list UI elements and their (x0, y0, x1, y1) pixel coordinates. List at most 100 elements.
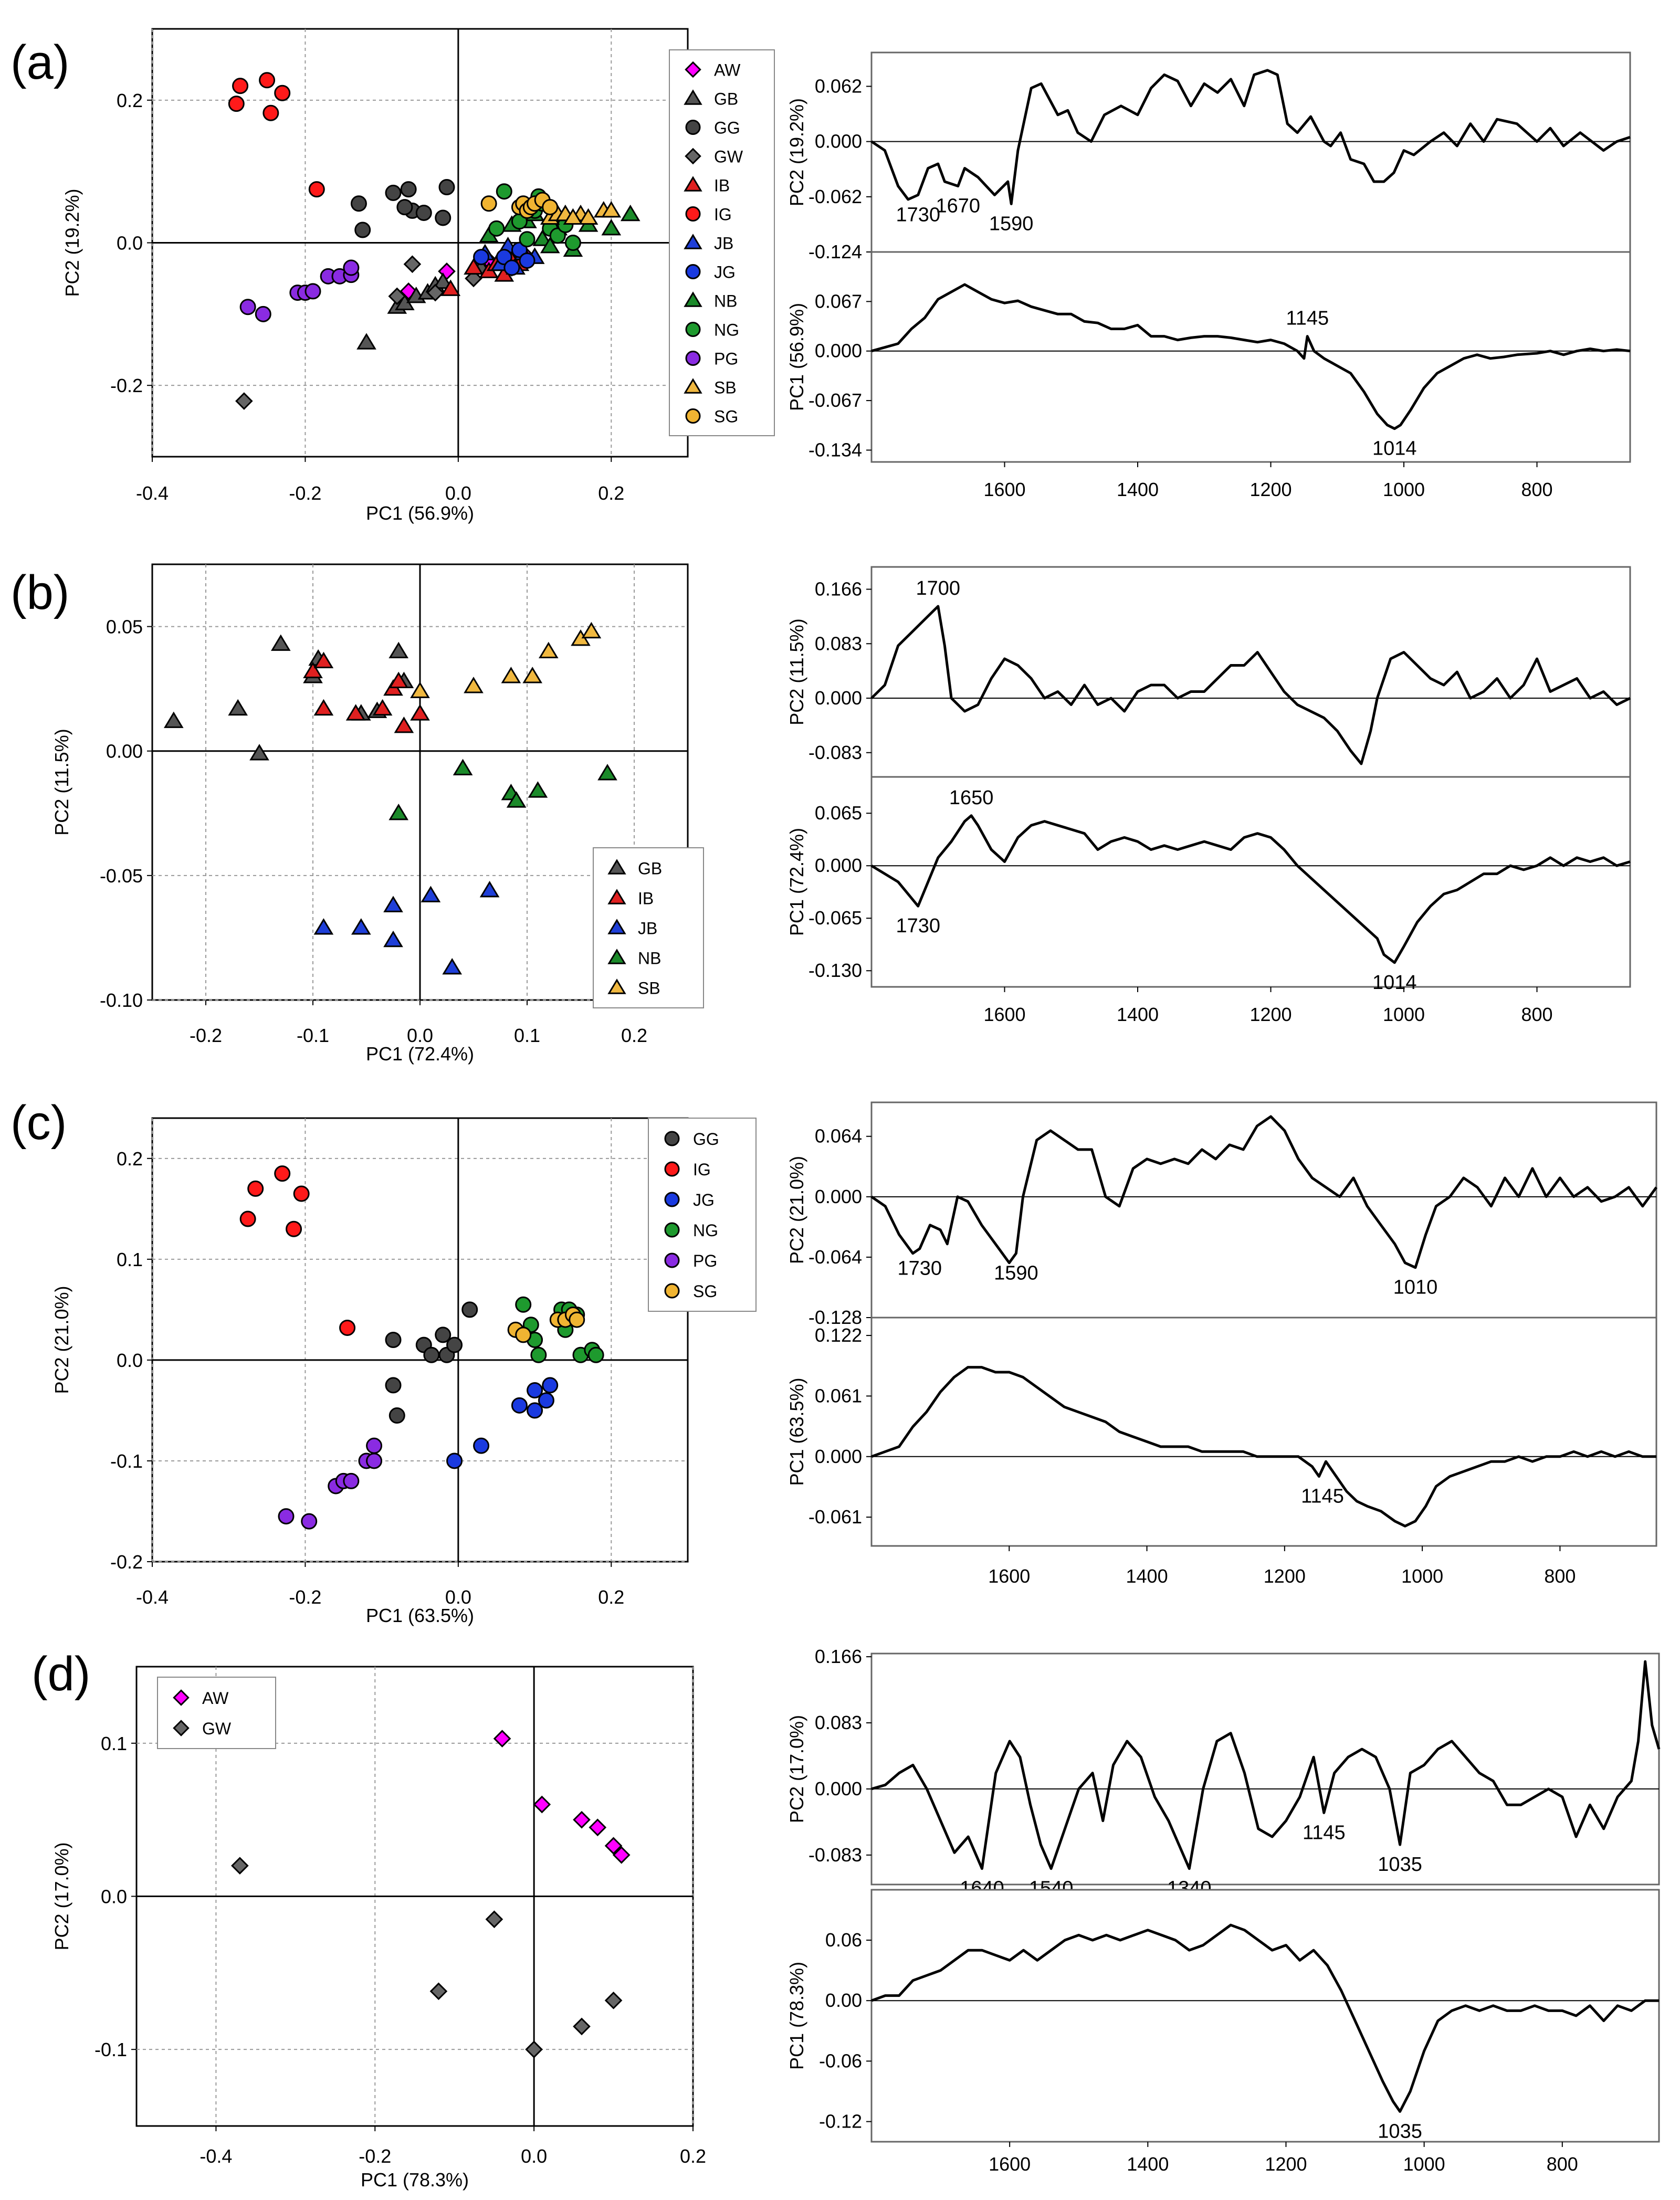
loading-plot-pc1: 0.067 0.000 -0.067 -0.134 PC1 (56.9%) 1145 101… (786, 251, 1631, 500)
plot-frame (870, 1317, 1657, 1547)
series-SG (507, 1306, 585, 1343)
loading-line (871, 1366, 1656, 1528)
panel-label: (c) (10, 1096, 67, 1150)
y-tick-label: -0.05 (100, 865, 143, 887)
loading-line (871, 1923, 1659, 2113)
data-point (480, 195, 497, 212)
data-point (501, 667, 521, 683)
y-tick-label: -0.1 (94, 2039, 127, 2060)
data-point (538, 641, 559, 659)
peak-annotation: 1730 (896, 915, 940, 937)
data-point (533, 1795, 551, 1814)
legend-marker (173, 1720, 190, 1736)
x-tick-label: 1200 (1264, 1565, 1306, 1587)
data-point (506, 791, 527, 808)
legend-marker (607, 919, 626, 934)
y-axis-label: PC2 (19.2%) (786, 98, 807, 206)
series-GW (231, 1857, 623, 2058)
x-tick-label: 1200 (1250, 1004, 1292, 1025)
x-tick-label: 1600 (983, 1004, 1025, 1025)
panel-a: (a) -0.4 -0.2 0.0 0.2 -0.2 0.0 0.2 PC1 (56.9%) PC… (10, 28, 1631, 524)
y-tick-label: 0.000 (815, 855, 862, 876)
data-point (313, 918, 334, 935)
y-tick-label: -0.130 (808, 960, 862, 981)
y-tick-label: -0.062 (808, 186, 862, 207)
y-tick-label: 0.06 (825, 1929, 862, 1951)
legend-label: JB (714, 234, 733, 253)
data-point (274, 85, 291, 101)
y-axis-label: PC1 (78.3%) (786, 1962, 807, 2070)
data-point (403, 255, 422, 273)
x-tick-label: 0.2 (598, 482, 624, 504)
data-point (313, 651, 334, 669)
x-tick-label: 1600 (988, 1565, 1030, 1587)
data-point (493, 1730, 511, 1748)
y-tick-label: 0.166 (815, 1646, 862, 1667)
data-point (400, 282, 417, 300)
data-point (383, 896, 403, 912)
legend-marker (685, 264, 701, 279)
data-point (388, 641, 409, 659)
legend-label: PG (714, 350, 738, 369)
peak-annotation: 1590 (994, 1262, 1038, 1285)
y-tick-label: 0.000 (815, 1186, 862, 1207)
scatter-plot: -0.4 -0.2 0.0 0.2 -0.2 0.0 0.2 PC1 (56.9%) PC2 (… (61, 28, 775, 524)
y-axis-label: PC2 (19.2%) (61, 188, 83, 297)
data-point (542, 199, 559, 216)
data-point (339, 1319, 356, 1336)
data-point (538, 1392, 554, 1409)
series-GG (385, 1301, 478, 1424)
legend-marker (684, 176, 702, 192)
data-point (601, 201, 622, 218)
data-point (410, 704, 430, 721)
data-point (396, 199, 413, 216)
data-point (303, 661, 323, 678)
peak-annotation: 1035 (1378, 1854, 1422, 1876)
data-point (479, 880, 500, 898)
peak-annotation: 1145 (1286, 308, 1329, 330)
data-point (350, 195, 367, 212)
panel-d: (d) -0.4 -0.2 0.0 0.2 0.1 0.0 -0.1 PC1 (78.3%) PC… (32, 1646, 1661, 2191)
data-point (530, 1346, 547, 1363)
data-point (354, 222, 371, 238)
legend-marker (685, 408, 701, 424)
data-point (604, 1992, 623, 2009)
plot-frame (870, 566, 1631, 778)
series-SB (540, 201, 622, 225)
peak-annotation: 1730 (896, 204, 940, 226)
data-point (473, 249, 490, 266)
panel-c: (c) -0.4 -0.2 0.0 0.2 0.2 0.1 0.0 -0.1 -0.2 PC1 (6… (10, 1096, 1658, 1626)
legend-label: NG (714, 321, 739, 340)
y-tick-label: 0.1 (117, 1249, 143, 1270)
legend-marker (685, 61, 701, 78)
legend-label: GG (693, 1130, 719, 1149)
series-JG (446, 1377, 559, 1469)
peak-annotation: 1014 (1372, 438, 1417, 460)
data-point (235, 392, 253, 410)
y-tick-label: -0.134 (808, 439, 862, 460)
data-point (255, 306, 271, 322)
data-point (388, 1407, 405, 1424)
series-AW (493, 1730, 631, 1864)
legend-marker (684, 234, 702, 249)
data-point (270, 634, 291, 651)
legend-label: JG (693, 1191, 715, 1209)
x-tick-label: 0.0 (445, 1586, 471, 1608)
legend-label: AW (202, 1689, 229, 1708)
data-point (429, 1982, 448, 2001)
x-tick-label: 0.1 (514, 1025, 540, 1046)
data-point (601, 219, 622, 236)
y-tick-label: 0.00 (106, 741, 143, 762)
y-tick-label: -0.1 (110, 1450, 143, 1472)
plot-frame (870, 776, 1631, 988)
x-tick-label: 1600 (983, 479, 1025, 500)
legend-label: IG (714, 205, 732, 224)
data-point (604, 1837, 623, 1855)
x-tick-label: -0.4 (136, 1586, 169, 1608)
series-NB (388, 759, 617, 820)
x-tick-label: 1200 (1250, 479, 1292, 500)
legend-marker (664, 1283, 680, 1299)
x-tick-label: 1000 (1383, 479, 1425, 500)
data-point (163, 711, 184, 728)
